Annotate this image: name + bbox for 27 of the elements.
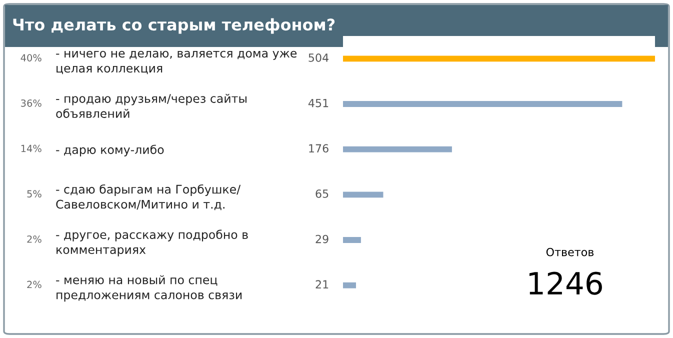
data-label: 65 xyxy=(316,189,328,198)
text: 36% xyxy=(21,99,42,107)
annotation: Ответов xyxy=(546,248,594,256)
y-tick-label: - другое, расскажу подробно в комментариях xyxy=(56,230,248,256)
bar xyxy=(343,282,356,288)
y-tick-label: - меняю на новый по спец предложениям салонов связи xyxy=(56,275,242,302)
bar xyxy=(343,192,384,198)
data-label: 29 xyxy=(316,234,328,244)
text: 2% xyxy=(27,235,42,243)
data-label: 176 xyxy=(309,144,328,153)
y-tick-label: - сдаю барыгам на Горбушке/ Савеловском/Митино и т.д. xyxy=(56,184,241,210)
data-label: 504 xyxy=(308,53,328,62)
text: 5% xyxy=(27,190,42,198)
bar xyxy=(343,56,655,62)
bar xyxy=(343,146,452,152)
y-tick-label: - дарю кому-либо xyxy=(56,144,164,156)
text: 40% xyxy=(20,54,42,62)
y-tick-label: - ничего не делаю, валяется дома уже целая коллекция xyxy=(56,50,297,74)
data-label: 21 xyxy=(316,280,328,288)
bar xyxy=(343,237,361,243)
text: Что делать со старым телефоном? xyxy=(13,18,335,34)
bar xyxy=(343,101,622,107)
text: 14% xyxy=(21,144,42,152)
y-tick-label: - продаю друзьям/через сайты объявлений xyxy=(56,94,246,118)
text: 2% xyxy=(27,280,42,288)
annotation: 1246 xyxy=(529,272,602,295)
data-label: 451 xyxy=(308,98,328,108)
